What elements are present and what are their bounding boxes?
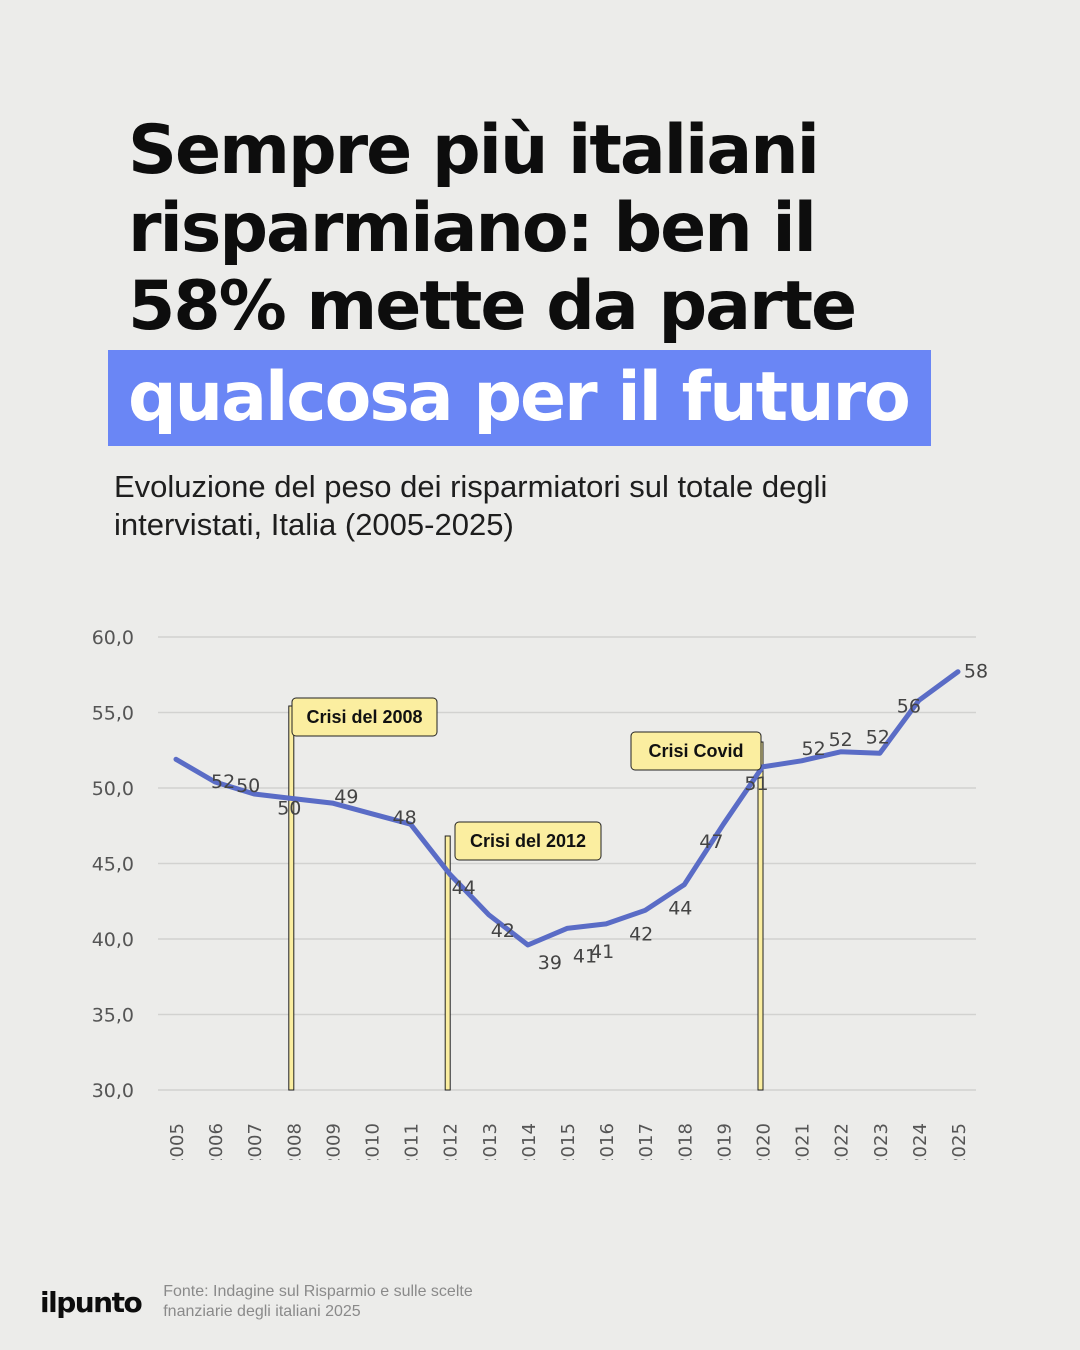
annotation-bar <box>288 705 295 1091</box>
y-tick-label: 45,0 <box>92 854 134 876</box>
x-tick-label: 2005 <box>167 1123 188 1160</box>
title-line-3: 58% mette da parte <box>128 267 857 346</box>
x-tick-label: 2024 <box>910 1123 931 1160</box>
title-line-1: Sempre più italiani <box>128 111 820 190</box>
annotation-label: Crisi del 2012 <box>470 831 586 851</box>
data-label: 44 <box>452 877 476 899</box>
annotation-box <box>454 821 602 861</box>
x-tick-label: 2015 <box>558 1123 579 1160</box>
footer: ilpunto Fonte: Indagine sul Risparmio e … <box>40 1282 493 1322</box>
x-tick-label: 2018 <box>675 1123 696 1160</box>
data-label: 52 <box>829 729 853 751</box>
data-label: 39 <box>538 952 562 974</box>
annotation-label: Crisi del 2008 <box>306 707 422 727</box>
source-note: Fonte: Indagine sul Risparmio e sulle sc… <box>163 1283 473 1320</box>
x-tick-label: 2009 <box>323 1123 344 1160</box>
title-line-2: risparmiano: ben il <box>128 189 817 268</box>
data-label: 58 <box>964 661 988 683</box>
y-tick-label: 60,0 <box>92 627 134 649</box>
x-tick-label: 2019 <box>714 1123 735 1160</box>
data-label: 50 <box>236 775 260 797</box>
data-label: 41 <box>590 941 614 963</box>
x-tick-label: 2011 <box>402 1123 423 1160</box>
y-tick-label: 50,0 <box>92 778 134 800</box>
x-tick-label: 2008 <box>284 1123 305 1160</box>
data-label: 42 <box>491 920 515 942</box>
data-label: 47 <box>699 831 723 853</box>
y-tick-label: 30,0 <box>92 1080 134 1102</box>
y-tick-label: 35,0 <box>92 1005 134 1027</box>
x-tick-label: 2023 <box>871 1123 892 1160</box>
x-tick-label: 2017 <box>636 1123 657 1160</box>
x-tick-label: 2021 <box>793 1123 814 1160</box>
data-label: 48 <box>393 807 417 829</box>
data-label: 52 <box>802 738 826 760</box>
title-highlight: qualcosa per il futuro <box>108 350 931 446</box>
x-tick-label: 2025 <box>949 1123 970 1160</box>
x-tick-label: 2022 <box>832 1123 853 1160</box>
line-chart: 30,0 35,0 40,0 45,0 50,0 55,0 60,0 2005 2006 2007… <box>92 627 988 1160</box>
data-label: 49 <box>334 786 358 808</box>
x-tick-label: 2007 <box>245 1123 266 1160</box>
brand-logo: ilpunto <box>40 1285 143 1319</box>
data-label: 51 <box>744 773 768 795</box>
data-label: 42 <box>629 923 653 945</box>
title: Sempre più italiani risparmiano: ben il … <box>108 112 931 446</box>
x-tick-label: 2012 <box>441 1123 462 1160</box>
data-label: 52 <box>866 726 890 748</box>
data-label: 44 <box>668 898 692 920</box>
data-label: 50 <box>277 798 301 820</box>
annotation-label: Crisi Covid <box>648 741 743 761</box>
annotation-box <box>630 731 762 771</box>
x-tick-label: 2006 <box>206 1123 227 1160</box>
subtitle: Evoluzione del peso dei risparmiatori su… <box>114 469 828 542</box>
data-label: 56 <box>897 695 921 717</box>
annotation-bar <box>444 835 451 1091</box>
y-tick-label: 40,0 <box>92 929 134 951</box>
y-tick-label: 55,0 <box>92 703 134 725</box>
x-tick-label: 2013 <box>480 1123 501 1160</box>
x-tick-label: 2020 <box>754 1123 775 1160</box>
x-tick-label: 2014 <box>519 1123 540 1160</box>
x-tick-label: 2010 <box>363 1123 384 1160</box>
series-line <box>173 669 961 948</box>
annotation-box <box>291 697 438 737</box>
data-label: 52 <box>211 771 235 793</box>
x-tick-label: 2016 <box>597 1123 618 1160</box>
data-label: 41 <box>573 945 597 967</box>
